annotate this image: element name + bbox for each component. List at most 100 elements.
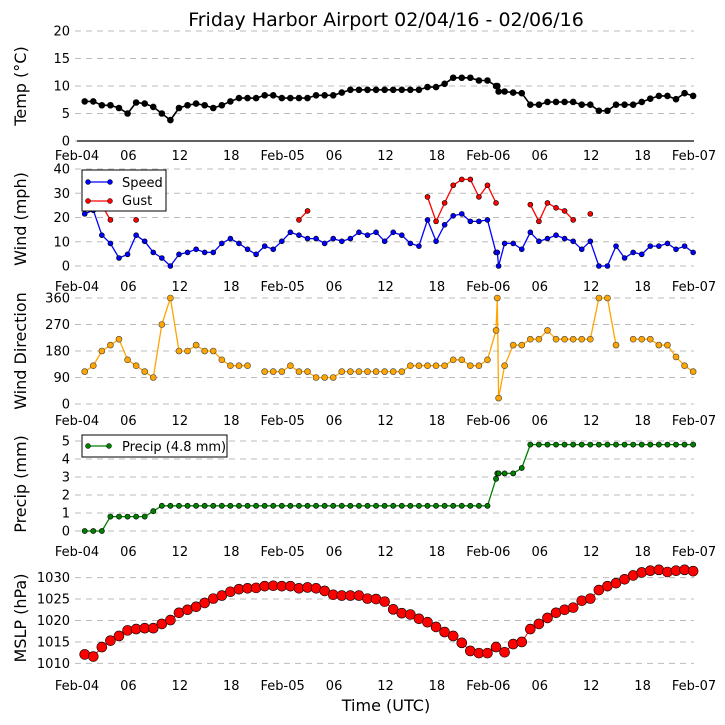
data-point-mslp [585,593,596,604]
data-point-mslp [567,602,579,613]
data-point-speed [279,238,285,245]
data-point-direction [441,362,448,370]
data-point-temp [209,104,217,112]
y-tick-label: 180 [45,345,70,360]
x-tick-label: 18 [429,679,446,694]
data-point-temp [467,74,474,82]
data-point-gust [476,194,482,200]
data-point-mslp [199,597,210,609]
x-tick-label: 18 [634,545,651,560]
data-point-direction [287,362,294,370]
data-point-direction [527,335,534,343]
data-point-precip [236,502,242,509]
data-point-speed [116,255,122,261]
data-point-temp [389,86,397,94]
data-point-speed [184,249,191,256]
data-point-gust [433,218,439,225]
data-point-speed [107,240,114,247]
data-point-temp [192,100,200,107]
data-point-direction [209,347,217,355]
x-tick-label: 18 [223,149,240,164]
data-point-speed [501,240,508,247]
data-point-temp [364,86,371,94]
data-point-speed [656,243,662,249]
data-point-speed [330,235,337,242]
data-point-direction [364,368,371,375]
data-point-mslp [482,647,493,659]
x-tick-label: 12 [377,545,394,560]
data-point-temp [415,86,423,94]
data-point-precip [493,475,499,482]
data-point-mslp [636,567,648,578]
data-point-direction [201,347,208,355]
data-point-precip [398,502,405,509]
data-point-speed [458,211,465,217]
series-line-mslp [504,569,694,653]
data-point-mslp [113,630,125,642]
x-tick-label: 12 [583,280,600,295]
data-point-direction [278,368,286,375]
x-tick-label: 12 [377,149,394,164]
data-point-precip [158,502,165,509]
data-point-speed [424,217,431,223]
data-point-temp [655,92,663,100]
y-tick-label: 20 [53,25,70,40]
data-point-direction [561,335,568,343]
data-point-direction [415,362,423,370]
data-point-precip [184,502,191,509]
data-point-speed [450,213,456,219]
data-point-temp [518,89,526,97]
x-tick-label: Feb-06 [466,149,510,164]
data-point-direction [475,362,483,370]
data-point-temp [458,74,466,82]
data-point-precip [467,502,474,509]
data-point-precip [595,441,602,448]
data-point-precip [98,528,105,534]
x-tick-label: 12 [583,545,600,560]
data-point-direction [312,374,320,381]
x-tick-label: Feb-06 [466,280,510,295]
data-point-precip [90,528,97,534]
data-point-temp [372,86,380,94]
data-point-precip [501,470,508,477]
data-point-temp [295,94,303,102]
data-point-direction [141,368,148,375]
data-point-direction [638,335,646,343]
data-point-speed [664,240,671,247]
data-point-temp [535,101,543,108]
data-point-direction [595,294,603,302]
data-point-mslp [379,596,390,607]
data-point-precip [278,502,285,509]
data-point-precip [621,441,628,448]
data-point-direction [681,362,688,370]
data-point-precip [253,502,260,509]
data-point-speed [133,232,139,239]
data-point-precip [561,441,568,448]
data-point-mslp [687,565,699,577]
data-point-speed [253,251,259,258]
data-point-temp [664,92,671,100]
y-tick-label: 1015 [37,635,70,650]
x-tick-label: Feb-04 [55,414,99,429]
data-point-speed [630,249,636,256]
data-point-precip [81,528,88,534]
data-point-temp [509,89,517,96]
x-tick-label: 06 [326,545,343,560]
data-point-temp [441,80,448,88]
data-point-precip [261,502,268,509]
x-tick-label: 06 [531,545,548,560]
data-point-gust [458,176,465,183]
x-tick-label: 18 [429,545,446,560]
x-tick-label: Feb-04 [55,679,99,694]
data-point-speed [673,246,679,253]
data-point-direction [509,341,517,349]
data-point-direction [235,362,243,370]
data-point-precip [450,502,457,509]
data-point-temp [235,94,243,102]
y-tick-label: 1 [62,507,70,522]
y-tick-label: 4 [62,453,70,468]
data-point-temp [689,92,697,100]
data-point-temp [321,92,328,99]
data-point-direction [89,362,97,370]
data-point-gust [424,194,431,200]
